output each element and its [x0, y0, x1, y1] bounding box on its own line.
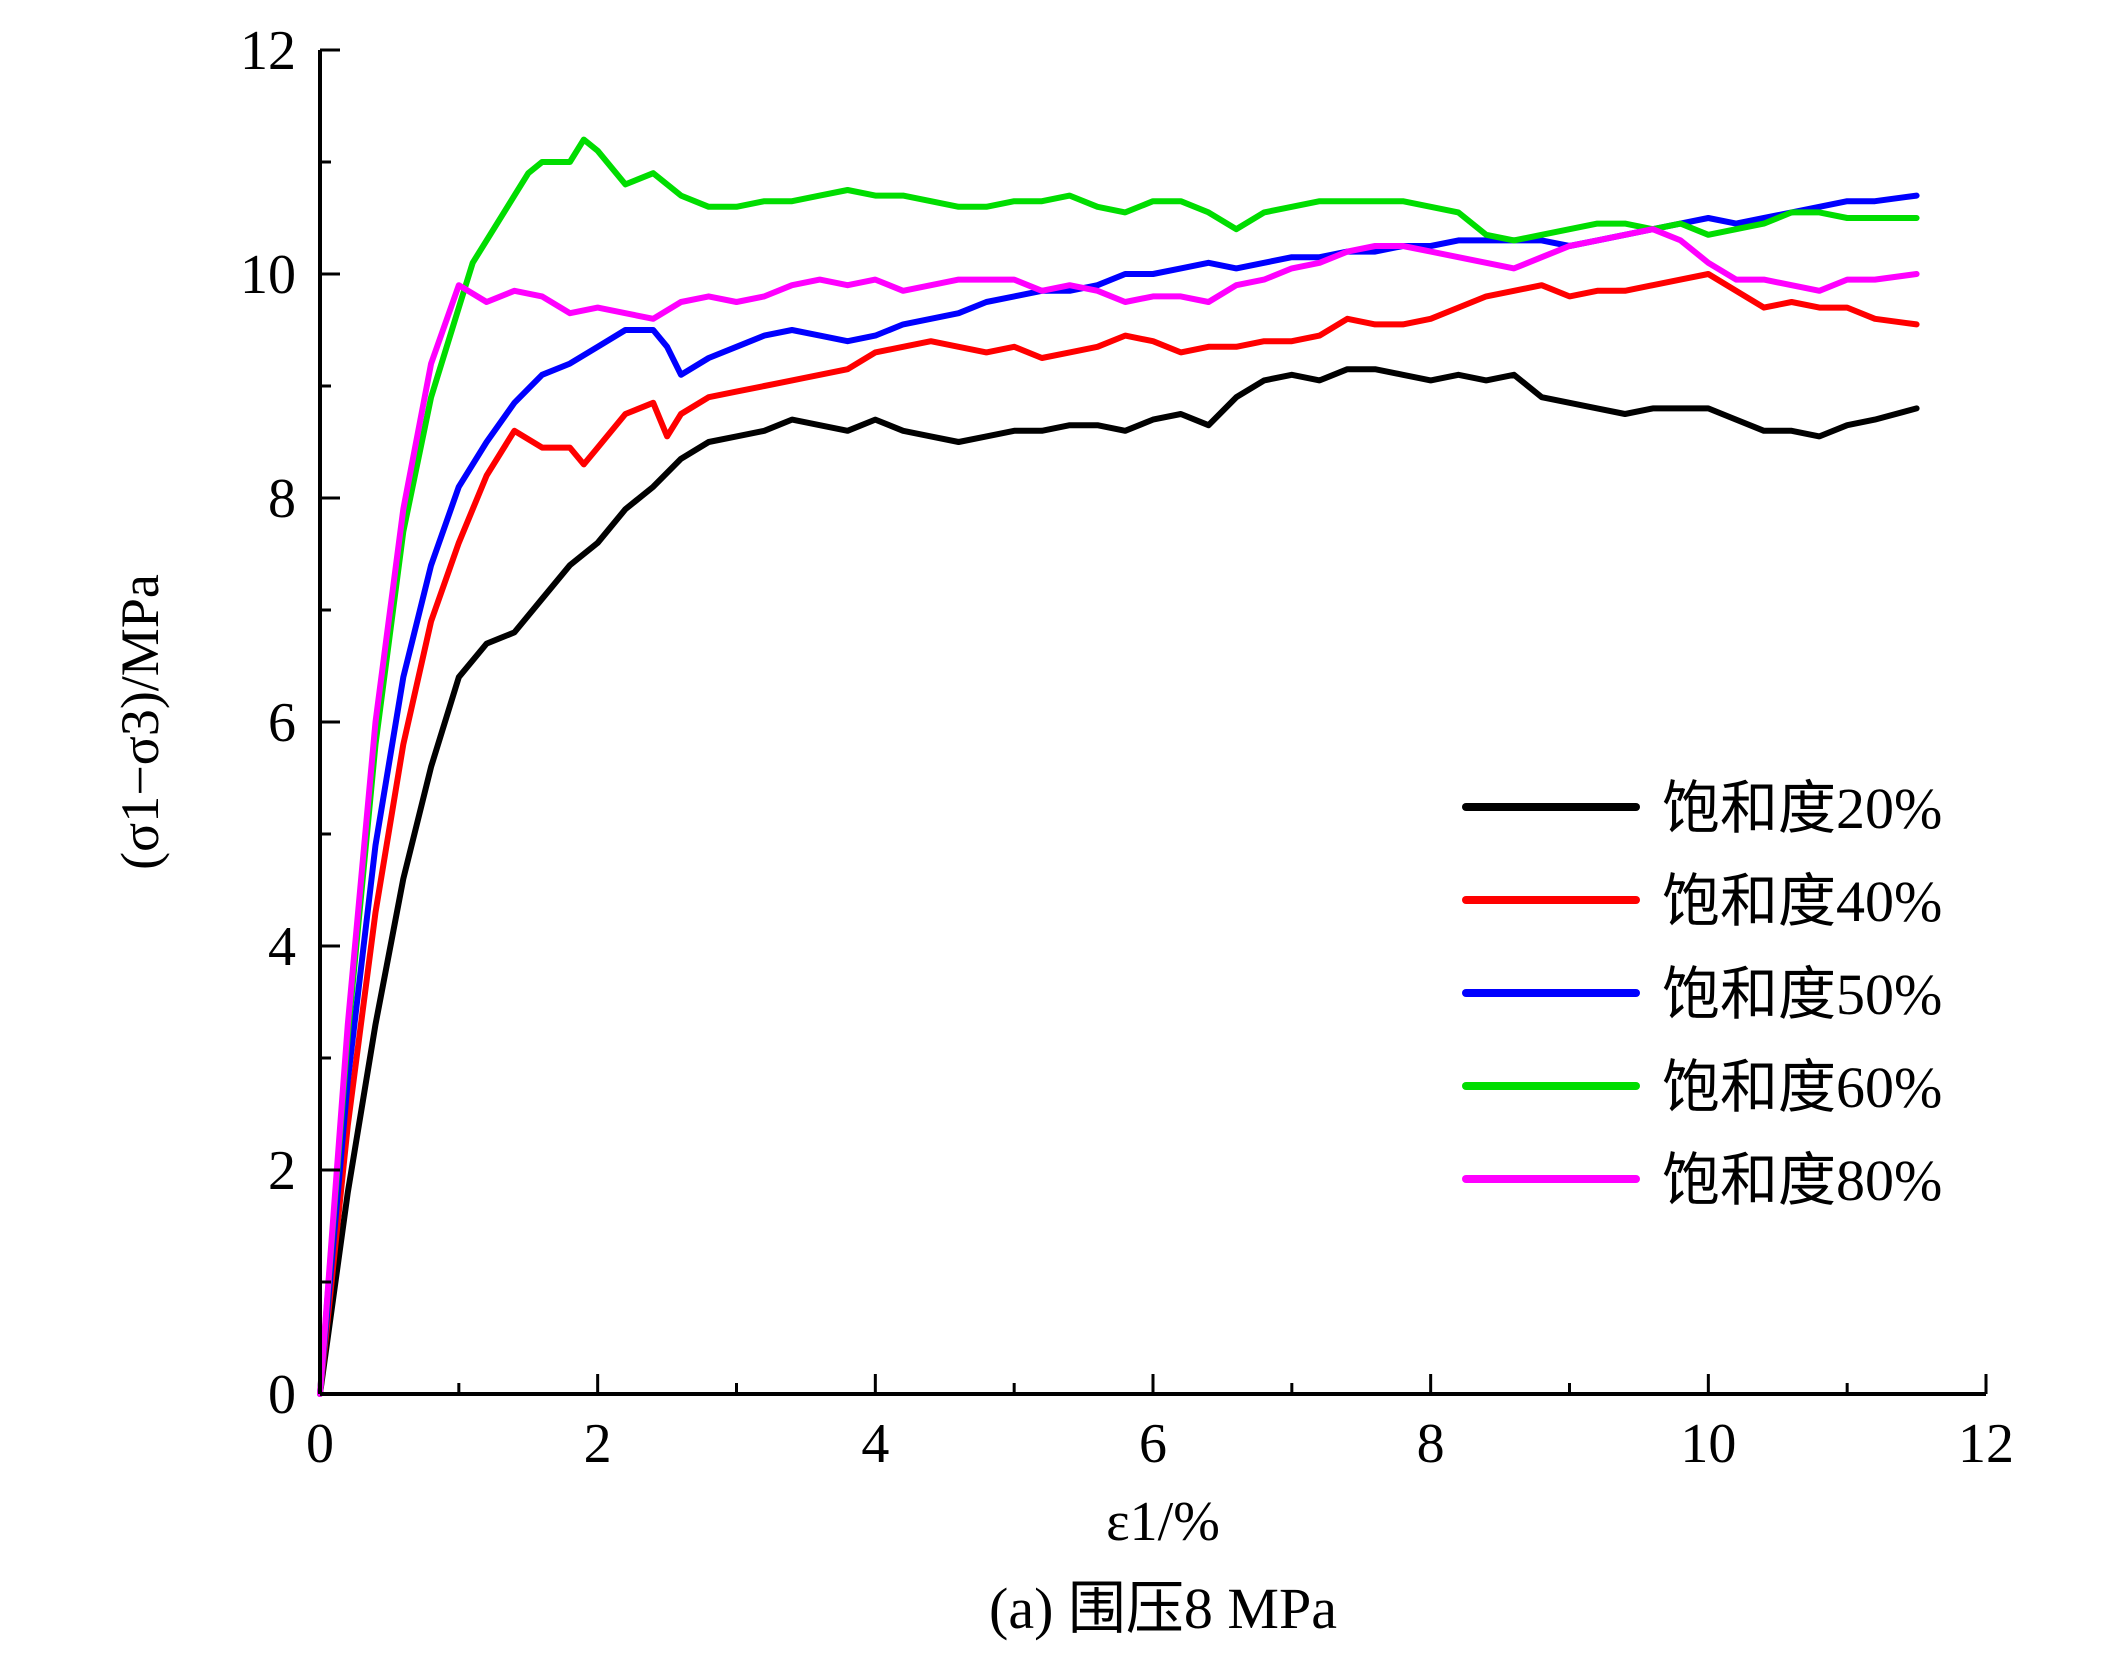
y-tick-label-0: 0: [268, 1364, 296, 1426]
y-tick-label-6: 6: [268, 692, 296, 754]
x-tick-label-8: 8: [1417, 1413, 1445, 1475]
legend-label-0: 饱和度20%: [1662, 776, 1942, 841]
y-tick-label-10: 10: [240, 244, 296, 306]
ticks: 0 2 4 6 8 10 12 0 2 4 6 8 10 12: [240, 20, 2014, 1475]
series-line-1: [317, 271, 1920, 1397]
legend-label-4: 饱和度80%: [1662, 1148, 1942, 1213]
y-tick-label-12: 12: [240, 20, 296, 82]
series-line-0: [317, 366, 1920, 1397]
x-tick-label-0: 0: [306, 1413, 334, 1475]
x-tick-label-12: 12: [1958, 1413, 2014, 1475]
figure-caption: (a) 围压8 MPa: [989, 1576, 1337, 1641]
y-tick-label-2: 2: [268, 1140, 296, 1202]
legend-label-2: 饱和度50%: [1662, 962, 1942, 1027]
series-line-4: [317, 226, 1920, 1397]
y-axis-label: (σ1−σ3)/MPa: [110, 574, 170, 870]
y-tick-label-8: 8: [268, 468, 296, 530]
legend-label-3: 饱和度60%: [1662, 1055, 1942, 1120]
x-tick-label-2: 2: [584, 1413, 612, 1475]
x-tick-label-10: 10: [1680, 1413, 1736, 1475]
legend-label-1: 饱和度40%: [1662, 869, 1942, 934]
series-layer: [317, 136, 1920, 1397]
legend: 饱和度20% 饱和度40% 饱和度50% 饱和度60% 饱和度80%: [1462, 776, 1942, 1213]
y-tick-label-4: 4: [268, 916, 296, 978]
x-tick-label-4: 4: [861, 1413, 889, 1475]
x-tick-label-6: 6: [1139, 1413, 1167, 1475]
series-line-3: [317, 136, 1920, 1397]
x-axis-label: ε1/%: [1106, 1491, 1220, 1553]
